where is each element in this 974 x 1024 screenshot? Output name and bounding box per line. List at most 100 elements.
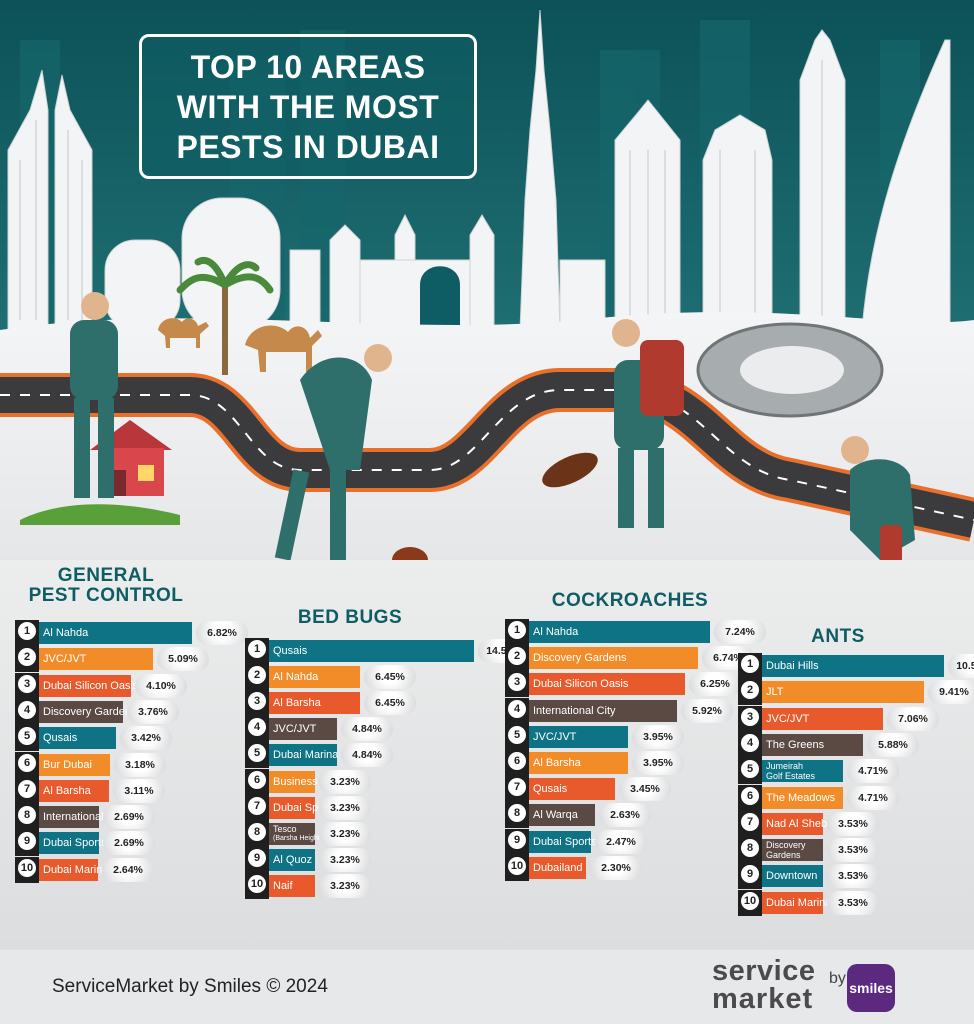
rank-strip: 2 [245,664,269,691]
bar [39,648,153,671]
bar-row-jlt: 2 JLT 9.41% [738,679,974,706]
category-label: International City [533,704,616,717]
rank-number: 2 [248,666,266,685]
chart-title: ANTS [778,627,898,647]
bar [529,778,615,801]
rank-number: 6 [18,753,36,772]
rank-number: 9 [248,848,266,867]
rank-strip: 5 [738,758,762,785]
chart-title-line: PEST CONTROL [28,585,184,606]
category-label: Al Quoz [273,853,313,866]
bar-row-business-bay: 6 Business Bay 3.23% [245,768,371,795]
bar-row-dubailand: 10 Dubailand 2.30% [505,854,642,881]
value-label: 3.23% [319,821,371,846]
value-label: 4.71% [847,759,899,784]
bar-row-al-warqa: 8 Al Warqa 2.63% [505,802,651,829]
logo-word-service: service [712,955,816,987]
chart-title-line: COCKROACHES [551,590,709,611]
bar [269,666,360,689]
value-label: 6.45% [364,665,416,690]
rank-strip: 9 [15,830,39,857]
category-label: Al Nahda [533,626,579,638]
infographic-title: TOP 10 AREAS WITH THE MOST PESTS IN DUBA… [139,34,477,179]
rank-strip: 4 [15,698,39,725]
rank-strip: 6 [505,750,529,776]
category-label: Bur Dubai [43,758,92,771]
bar-row-al-barsha: 7 Al Barsha 3.11% [15,777,165,804]
chart-title: BED BUGS [255,608,445,628]
category-label: Dubai Marina [766,896,832,909]
rank-strip: 6 [245,768,269,795]
value-label: 6.25% [689,672,741,697]
rank-number: 7 [508,778,526,797]
bar-row-downtown: 9 Downtown 3.53% [738,863,879,890]
rank-number: 1 [741,655,759,673]
title-line-3: PESTS IN DUBAI [176,128,440,165]
rank-strip: 8 [738,837,762,864]
rank-strip: 4 [245,716,269,743]
bar-row-dubai-silicon-oasis: 3 Dubai Silicon Oasis 4.10% [15,672,187,699]
category-label-line: Gardens [766,849,801,860]
bar-row-tesco-barsha-heights: 8 Tesco (Barsha Heights) 3.23% [245,820,371,847]
rank-number: 6 [508,752,526,770]
rank-strip: 7 [505,776,529,803]
value-label: 4.10% [135,673,187,698]
value-label: 4.71% [847,785,899,810]
value-label: 7.24% [714,620,766,644]
category-label: Tesco (Barsha Heights) [273,823,326,845]
value-label: 3.23% [319,847,371,872]
bar [39,753,110,776]
category-label-line: Discovery [766,840,806,851]
category-label: JVC/JVT [766,712,810,725]
bar [269,770,315,793]
category-label: Qusais [273,645,308,657]
category-label: Qusais [43,732,78,745]
category-label: Al Nahda [273,671,319,684]
category-label: The Meadows [766,791,836,804]
bar [39,622,192,644]
value-label: 3.53% [827,811,879,836]
rank-number: 7 [741,812,759,831]
title-line-2: WITH THE MOST [176,88,440,125]
bar [269,692,360,715]
category-label: JVC/JVT [533,730,577,743]
rank-strip: 2 [738,679,762,706]
rank-strip: 8 [505,802,529,829]
smiles-logo: smiles [847,964,895,1012]
bar-row-bur-dubai: 6 Bur Dubai 3.18% [15,751,166,778]
bar [529,752,628,774]
rank-number: 1 [18,622,36,640]
rank-strip: 1 [505,619,529,645]
bar-row-discovery-gardens: 4 Discovery Gardens 3.76% [15,698,179,725]
value-label: 5.92% [681,698,733,723]
value-label: 3.53% [827,864,879,889]
bar [39,832,99,855]
bar-row-discovery-gardens: 2 Discovery Gardens 6.74% [505,645,754,672]
bar-row-al-barsha: 3 Al Barsha 6.45% [245,690,416,717]
category-label: Al Nahda [43,627,89,639]
rank-strip: 1 [15,620,39,646]
rank-strip: 6 [15,751,39,778]
category-label: Discovery Gardens [766,839,806,861]
bar [762,707,883,730]
chart-title-line: BED BUGS [297,607,403,628]
rank-strip: 9 [505,828,529,855]
bar-row-jvc-jvt: 2 JVC/JVT 5.09% [15,646,209,673]
value-label: 2.63% [599,803,651,828]
bar-row-jvc-jvt: 5 JVC/JVT 3.95% [505,723,684,750]
category-label: JVC/JVT [273,723,317,736]
bar-row-dubai-hills: 1 Dubai Hills 10.59% [738,653,974,679]
bar [762,812,823,835]
rank-number: 5 [508,725,526,744]
rank-strip: 2 [505,645,529,672]
rank-strip: 10 [245,872,269,899]
value-label: 10.59% [948,654,974,678]
rank-number: 10 [741,891,759,910]
category-label: JLT [766,686,784,699]
rank-number: 4 [18,700,36,719]
rank-number: 10 [18,858,36,877]
rank-number: 2 [18,648,36,667]
rank-strip: 4 [738,731,762,758]
rank-number: 8 [508,804,526,823]
category-label: Al Barsha [533,757,581,769]
